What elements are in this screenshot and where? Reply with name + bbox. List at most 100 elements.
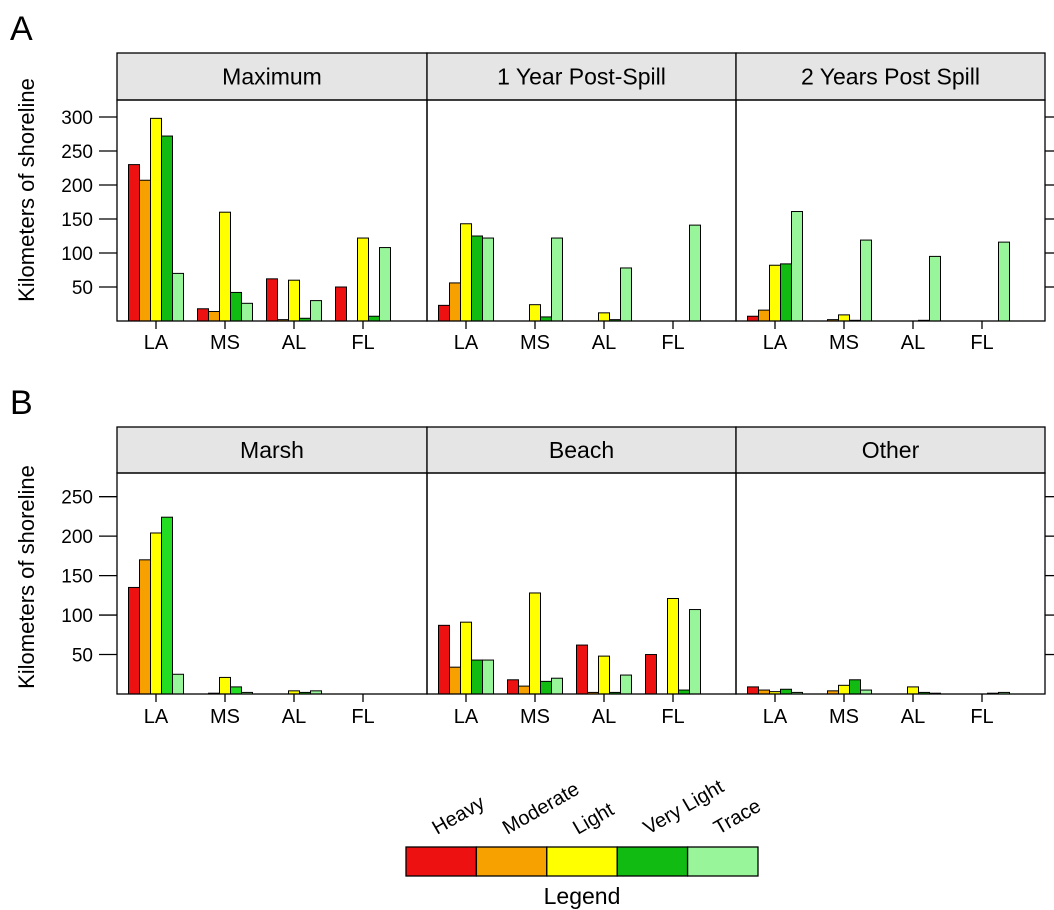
- bar-la-very-light: [780, 263, 792, 322]
- x-tick-label: AL: [901, 332, 925, 354]
- x-tick-label: MS: [520, 706, 550, 728]
- bar-la-heavy: [438, 624, 450, 695]
- x-tick-label: LA: [763, 706, 788, 728]
- bar-ms-light: [529, 304, 541, 322]
- facet-title: Beach: [549, 437, 614, 463]
- bar-fl-heavy: [335, 286, 347, 322]
- y-tick-label: 150: [61, 567, 93, 588]
- bar-fl-light: [357, 237, 369, 322]
- bar-ms-very-light: [230, 291, 242, 322]
- bar-ms-very-light: [230, 686, 242, 695]
- bar-fl-very-light: [368, 315, 380, 322]
- legend-label-moderate: Moderate: [499, 778, 583, 839]
- chart-panel-A: A Kilometers of shoreline 50 100 150 200 250 30…: [10, 10, 1054, 354]
- x-tick-label: AL: [901, 706, 925, 728]
- bar-la-heavy: [747, 315, 759, 322]
- facet-strip: [116, 426, 428, 474]
- legend-swatch-moderate: [475, 846, 548, 877]
- y-tick-label: 100: [61, 244, 93, 265]
- y-tick-label: 300: [61, 108, 93, 129]
- bar-la-very-light: [471, 235, 483, 322]
- bar-la-heavy: [128, 586, 140, 695]
- bar-la-very-light: [161, 516, 173, 695]
- x-tick-label: LA: [144, 706, 169, 728]
- facet-beach: Beach LA MS AL FL: [426, 426, 737, 728]
- x-tick-label: FL: [661, 706, 684, 728]
- bar-la-heavy: [128, 164, 140, 322]
- bar-fl-trace: [379, 247, 391, 322]
- bar-fl-trace: [689, 609, 701, 695]
- facet-strip: [426, 52, 737, 101]
- bar-al-heavy: [576, 644, 588, 695]
- bar-la-light: [150, 117, 162, 322]
- x-tick-label: AL: [592, 706, 616, 728]
- x-tick-label: LA: [454, 706, 479, 728]
- bar-fl-light: [667, 597, 679, 695]
- y-tick-label: 150: [61, 210, 93, 231]
- bar-al-trace: [620, 267, 632, 322]
- bar-ms-heavy: [197, 308, 209, 322]
- bar-ms-light: [219, 211, 231, 322]
- bar-fl-trace: [998, 241, 1010, 322]
- bar-fl-trace: [689, 224, 701, 322]
- bar-la-trace: [791, 211, 803, 322]
- bar-la-moderate: [449, 666, 461, 695]
- bar-la-light: [460, 621, 472, 695]
- bar-la-very-light: [780, 688, 792, 695]
- facet-title: Maximum: [222, 64, 322, 90]
- bar-la-moderate: [758, 309, 770, 322]
- legend-label-heavy: Heavy: [429, 792, 489, 839]
- panel-label-A: A: [10, 10, 33, 48]
- legend-swatch-trace: [686, 846, 759, 877]
- bar-ms-light: [838, 314, 850, 322]
- facet-strip: [735, 426, 1046, 474]
- y-tick-label: 100: [61, 606, 93, 627]
- facet-2-years-post-spill: 2 Years Post Spill LA MS AL FL: [735, 52, 1046, 354]
- x-tick-label: AL: [282, 706, 306, 728]
- bar-la-very-light: [161, 135, 173, 322]
- bar-la-moderate: [139, 559, 151, 695]
- y-tick-label: 50: [72, 646, 93, 667]
- bar-al-trace: [310, 300, 322, 322]
- bar-la-heavy: [747, 686, 759, 695]
- bar-ms-trace: [241, 302, 253, 322]
- y-tick-label: 50: [72, 278, 93, 299]
- bar-ms-very-light: [849, 679, 861, 695]
- facet-border: [735, 99, 1046, 322]
- bar-la-moderate: [449, 282, 461, 322]
- facet-title: Marsh: [240, 437, 304, 463]
- bar-al-light: [288, 279, 300, 322]
- facet-marsh: Marsh LA MS AL FL: [116, 426, 428, 728]
- x-tick-label: MS: [520, 332, 550, 354]
- facet-other: Other LA MS AL FL: [735, 426, 1046, 728]
- x-tick-label: MS: [210, 706, 240, 728]
- legend-label-light: Light: [569, 798, 618, 839]
- x-tick-label: FL: [351, 706, 374, 728]
- bar-al-light: [907, 686, 919, 695]
- x-tick-label: FL: [351, 332, 374, 354]
- bar-fl-heavy: [645, 654, 657, 695]
- y-tick-label: 200: [61, 527, 93, 548]
- x-tick-label: AL: [282, 332, 306, 354]
- legend-swatch-very-light: [616, 846, 689, 877]
- x-tick-label: LA: [763, 332, 788, 354]
- bar-al-trace: [929, 255, 941, 322]
- bar-la-trace: [172, 272, 184, 322]
- y-axis-label: Kilometers of shoreline: [14, 78, 39, 302]
- x-tick-label: FL: [970, 332, 993, 354]
- y-tick-label: 250: [61, 142, 93, 163]
- facet-title: Other: [862, 437, 920, 463]
- bar-al-light: [598, 312, 610, 322]
- facet-maximum: Maximum LA MS AL FL: [116, 52, 428, 354]
- bar-ms-trace: [860, 239, 872, 322]
- bar-la-light: [150, 532, 162, 695]
- bar-la-trace: [482, 237, 494, 322]
- x-tick-label: MS: [829, 706, 859, 728]
- bar-ms-heavy: [507, 679, 519, 695]
- facet-title: 1 Year Post-Spill: [497, 64, 666, 90]
- y-axis-label: Kilometers of shoreline: [14, 465, 39, 689]
- bar-la-trace: [482, 659, 494, 695]
- legend-label-trace: Trace: [710, 795, 765, 839]
- bar-al-heavy: [266, 278, 278, 322]
